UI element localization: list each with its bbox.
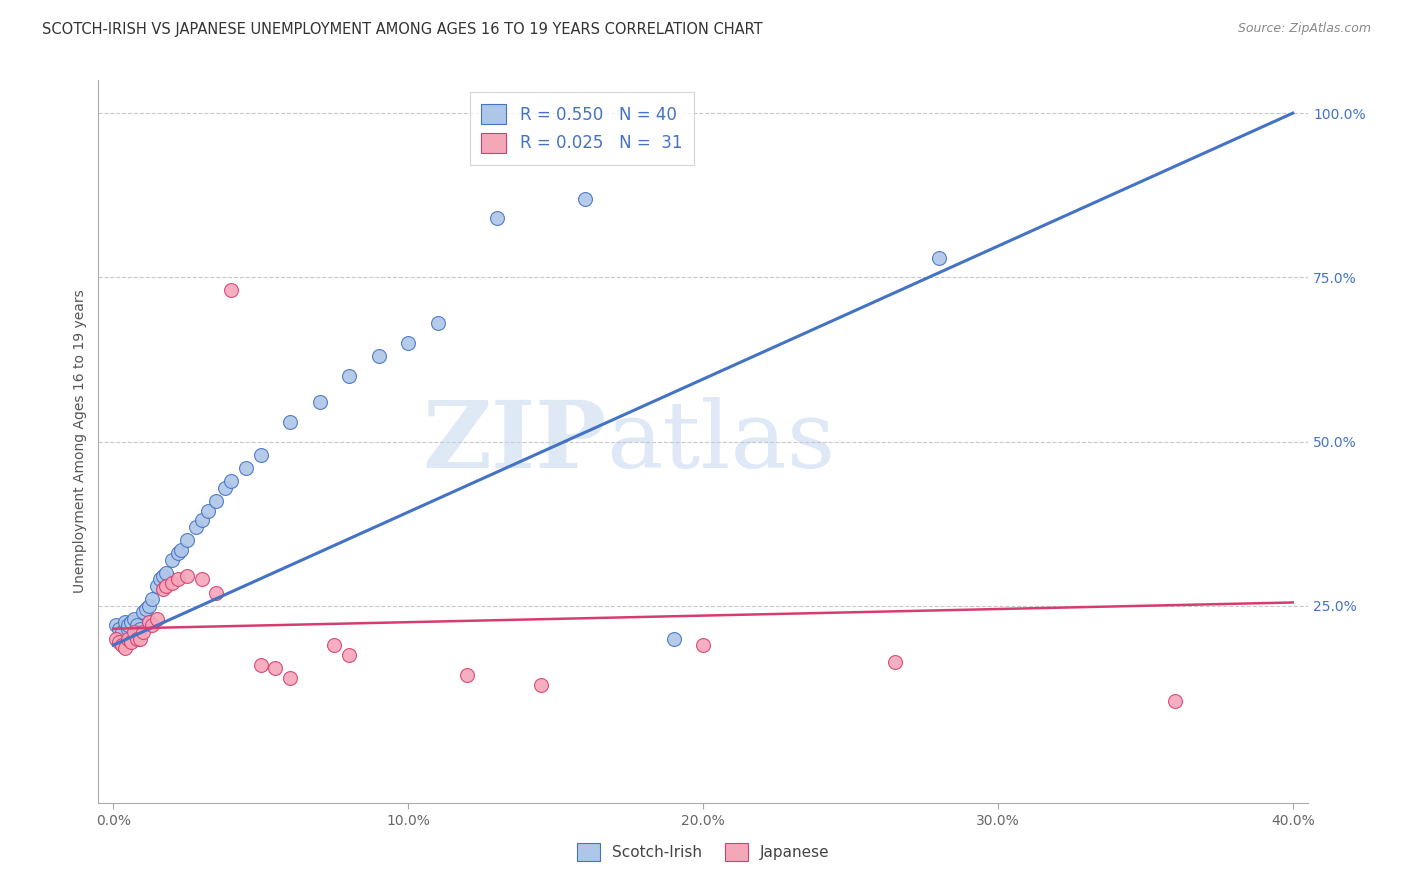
Point xyxy=(692,638,714,652)
Text: atlas: atlas xyxy=(606,397,835,486)
Point xyxy=(167,573,190,587)
Point xyxy=(146,579,169,593)
Point xyxy=(197,503,219,517)
Point xyxy=(111,625,134,640)
Point xyxy=(117,618,139,632)
Point xyxy=(108,635,131,649)
Point xyxy=(184,520,207,534)
Point xyxy=(337,368,360,383)
Point xyxy=(131,605,153,619)
Point xyxy=(155,566,177,580)
Point xyxy=(167,546,190,560)
Point xyxy=(128,632,150,646)
Point xyxy=(396,336,419,351)
Point xyxy=(131,625,153,640)
Point xyxy=(176,533,198,547)
Text: Source: ZipAtlas.com: Source: ZipAtlas.com xyxy=(1237,22,1371,36)
Point xyxy=(141,592,163,607)
Point xyxy=(135,602,157,616)
Point xyxy=(662,632,685,646)
Point xyxy=(125,618,148,632)
Point xyxy=(111,638,134,652)
Point xyxy=(128,622,150,636)
Point xyxy=(176,569,198,583)
Point xyxy=(170,542,193,557)
Point xyxy=(138,615,160,630)
Point xyxy=(190,513,212,527)
Point xyxy=(249,448,271,462)
Point xyxy=(138,599,160,613)
Point xyxy=(141,618,163,632)
Point xyxy=(219,284,242,298)
Point xyxy=(456,667,478,681)
Text: SCOTCH-IRISH VS JAPANESE UNEMPLOYMENT AMONG AGES 16 TO 19 YEARS CORRELATION CHAR: SCOTCH-IRISH VS JAPANESE UNEMPLOYMENT AM… xyxy=(42,22,763,37)
Point xyxy=(530,677,553,691)
Y-axis label: Unemployment Among Ages 16 to 19 years: Unemployment Among Ages 16 to 19 years xyxy=(73,290,87,593)
Point xyxy=(108,622,131,636)
Point xyxy=(160,575,183,590)
Point xyxy=(114,615,136,630)
Point xyxy=(105,632,128,646)
Point xyxy=(105,618,128,632)
Point xyxy=(426,316,449,330)
Point xyxy=(928,251,950,265)
Point xyxy=(337,648,360,662)
Point xyxy=(114,641,136,656)
Point xyxy=(125,632,148,646)
Point xyxy=(883,655,905,669)
Point xyxy=(146,612,169,626)
Text: ZIP: ZIP xyxy=(422,397,606,486)
Point xyxy=(219,474,242,488)
Point xyxy=(205,585,228,599)
Point xyxy=(122,612,145,626)
Point xyxy=(160,553,183,567)
Point xyxy=(152,569,174,583)
Point xyxy=(149,573,172,587)
Point xyxy=(278,671,301,685)
Point xyxy=(122,625,145,640)
Point xyxy=(308,395,330,409)
Point xyxy=(120,615,142,630)
Point xyxy=(278,415,301,429)
Point xyxy=(152,582,174,597)
Legend: Scotch-Irish, Japanese: Scotch-Irish, Japanese xyxy=(571,837,835,867)
Point xyxy=(205,493,228,508)
Point xyxy=(367,349,389,363)
Point xyxy=(155,579,177,593)
Point xyxy=(117,632,139,646)
Point xyxy=(190,573,212,587)
Point xyxy=(117,622,139,636)
Point xyxy=(120,635,142,649)
Point xyxy=(1164,694,1187,708)
Point xyxy=(249,657,271,672)
Point xyxy=(574,192,596,206)
Point xyxy=(235,460,257,475)
Point xyxy=(264,661,287,675)
Point xyxy=(323,638,346,652)
Point xyxy=(485,211,508,226)
Point xyxy=(214,481,236,495)
